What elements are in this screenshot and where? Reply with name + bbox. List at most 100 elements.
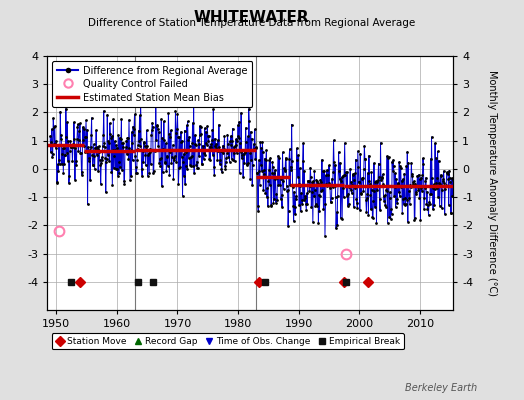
Point	[245, 106, 253, 112]
Point	[141, 152, 149, 159]
Point	[158, 135, 167, 141]
Point	[423, 188, 431, 195]
Point	[200, 156, 208, 162]
Point	[188, 140, 196, 147]
Point	[64, 138, 72, 144]
Point	[148, 124, 157, 130]
Point	[302, 206, 310, 213]
Point	[155, 160, 163, 166]
Point	[287, 167, 296, 173]
Point	[387, 210, 396, 217]
Point	[149, 167, 158, 174]
Point	[221, 162, 229, 169]
Point	[239, 174, 247, 180]
Point	[336, 214, 345, 221]
Point	[98, 157, 106, 163]
Point	[266, 154, 275, 161]
Point	[190, 102, 198, 108]
Point	[376, 140, 385, 146]
Point	[325, 162, 333, 169]
Point	[152, 137, 160, 143]
Point	[403, 218, 412, 225]
Point	[317, 179, 325, 185]
Point	[51, 141, 59, 147]
Point	[415, 195, 423, 201]
Point	[305, 183, 314, 190]
Text: WHITEWATER: WHITEWATER	[194, 10, 309, 25]
Point	[149, 170, 157, 176]
Point	[261, 157, 270, 164]
Point	[443, 170, 452, 177]
Point	[293, 157, 301, 164]
Point	[50, 124, 58, 130]
Point	[203, 123, 212, 129]
Point	[204, 138, 212, 144]
Point	[183, 118, 192, 125]
Point	[110, 165, 118, 171]
Point	[445, 175, 454, 181]
Point	[303, 178, 312, 184]
Point	[272, 191, 281, 197]
Point	[286, 146, 294, 152]
Point	[420, 206, 428, 212]
Point	[219, 142, 227, 149]
Point	[399, 196, 408, 202]
Point	[227, 156, 236, 162]
Point	[433, 148, 442, 155]
Point	[254, 208, 263, 214]
Point	[120, 178, 128, 184]
Point	[352, 156, 360, 163]
Point	[354, 148, 362, 154]
Point	[125, 145, 134, 152]
Point	[70, 119, 78, 125]
Point	[58, 151, 67, 157]
Legend: Difference from Regional Average, Quality Control Failed, Estimated Station Mean: Difference from Regional Average, Qualit…	[52, 61, 253, 107]
Point	[135, 138, 143, 144]
Point	[140, 138, 148, 145]
Point	[103, 156, 111, 162]
Point	[351, 170, 359, 176]
Point	[47, 139, 56, 146]
Point	[299, 158, 307, 164]
Point	[129, 123, 137, 130]
Point	[308, 179, 316, 186]
Point	[174, 181, 183, 187]
Point	[361, 156, 369, 163]
Point	[179, 151, 188, 157]
Point	[88, 115, 96, 121]
Point	[373, 179, 381, 186]
Point	[262, 147, 270, 154]
Point	[386, 216, 395, 222]
Point	[268, 158, 277, 165]
Point	[444, 202, 453, 208]
Point	[106, 135, 115, 141]
Point	[335, 168, 343, 174]
Point	[333, 222, 341, 229]
Point	[122, 144, 130, 150]
Point	[191, 142, 200, 148]
Point	[449, 176, 457, 183]
Point	[338, 216, 346, 222]
Point	[107, 133, 116, 139]
Point	[191, 132, 199, 138]
Point	[240, 159, 248, 166]
Point	[71, 145, 80, 151]
Point	[170, 157, 178, 164]
Point	[400, 195, 409, 202]
Point	[70, 136, 79, 142]
Point	[180, 172, 188, 179]
Point	[288, 158, 297, 164]
Point	[49, 115, 58, 121]
Point	[163, 154, 171, 161]
Point	[72, 162, 81, 168]
Point	[390, 192, 398, 199]
Point	[405, 188, 413, 194]
Point	[81, 134, 90, 140]
Point	[387, 206, 395, 213]
Point	[216, 160, 224, 167]
Point	[312, 201, 320, 208]
Point	[192, 162, 200, 168]
Point	[152, 122, 161, 129]
Point	[162, 140, 170, 146]
Point	[100, 108, 108, 114]
